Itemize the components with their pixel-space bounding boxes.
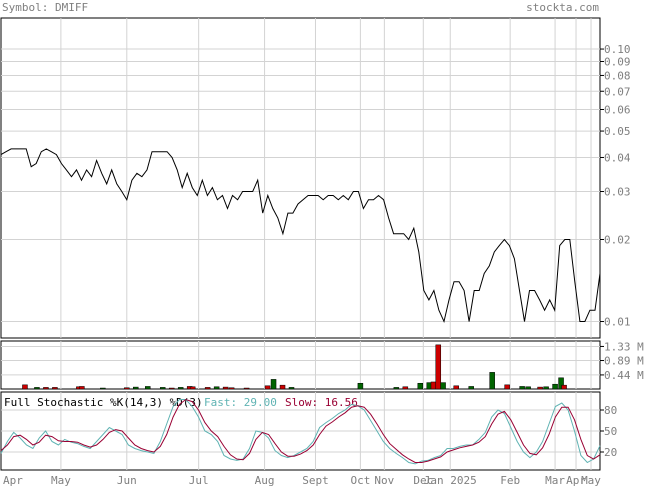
price-grid	[1, 18, 600, 338]
volume-bar	[100, 387, 106, 390]
volume-y-ticks: 1.33 M 0.89 M0.44 M	[600, 340, 644, 382]
x-tick-label: Apr	[566, 474, 586, 486]
volume-y-tick-label: 1.33 M	[604, 340, 644, 353]
x-tick-label: Apr	[3, 474, 23, 486]
price-y-tick-label: 0.06	[604, 103, 631, 116]
volume-bar	[264, 385, 271, 390]
price-y-tick-label: 0.09	[604, 56, 631, 69]
volume-y-tick-label: 0.44 M	[604, 369, 644, 382]
price-y-tick-label: 0.02	[604, 233, 631, 246]
volume-bar	[561, 384, 567, 390]
volume-bar	[133, 386, 139, 390]
price-y-tick-label: 0.03	[604, 186, 631, 199]
x-tick-label: Dec	[413, 474, 433, 486]
volume-y-tick-label: 0.89 M	[604, 355, 644, 368]
volume-bar	[525, 386, 531, 390]
volume-bar	[270, 379, 277, 390]
volume-bar	[489, 372, 495, 390]
stochastic-fast-label: Fast: 29.00	[204, 396, 277, 409]
x-tick-label: Feb	[500, 474, 520, 486]
volume-bar	[430, 381, 437, 390]
volume-bar	[159, 387, 166, 390]
x-tick-label: Mar	[545, 474, 565, 486]
x-tick-label: Jul	[189, 474, 209, 486]
price-y-tick-label: 0.04	[604, 151, 631, 164]
volume-bar	[213, 386, 220, 390]
volume-bar	[543, 386, 549, 390]
volume-bar	[402, 386, 409, 390]
price-y-tick-label: 0.08	[604, 69, 631, 82]
volume-bar	[52, 387, 58, 390]
volume-panel-frame	[0, 340, 601, 390]
stochastic-y-tick-label: 80	[604, 404, 617, 417]
stochastic-fast-line	[0, 399, 601, 465]
volume-bar	[177, 387, 184, 390]
price-y-tick-label: 0.05	[604, 125, 631, 138]
x-tick-label: May	[51, 474, 71, 486]
price-y-ticks: 0.100.090.08 0.07 0.06 0.05 0.04 0.03 0.02 0.01	[600, 43, 631, 329]
price-y-tick-label: 0.07	[604, 85, 631, 98]
x-tick-label: Jun	[117, 474, 137, 486]
stochastic-title: Full Stochastic %K(14,3) %D(3)	[4, 396, 203, 409]
x-tick-label: Jan 2025	[424, 474, 477, 486]
volume-bar	[435, 344, 442, 390]
volume-bar	[453, 385, 459, 390]
volume-bar	[440, 382, 446, 390]
price-line	[0, 148, 601, 324]
volume-bar	[22, 384, 28, 390]
volume-bar	[288, 387, 295, 390]
volume-bar	[552, 383, 558, 390]
stochastic-y-tick-label: 50	[604, 425, 617, 438]
volume-grid	[1, 341, 600, 389]
stochastic-y-tick-label: 20	[604, 446, 617, 459]
volume-bar	[243, 387, 250, 390]
volume-bar	[468, 386, 474, 390]
price-panel-frame	[0, 17, 601, 339]
volume-bars	[22, 344, 567, 390]
price-panel: 0.100.090.08 0.07 0.06 0.05 0.04 0.03 0.02 0.01	[0, 17, 631, 339]
stochastic-panel: 80 50 20 Full Stochastic %K(14,3) %D(3) Fa…	[0, 391, 617, 471]
stochastic-slow-label: Slow: 16.56	[285, 396, 358, 409]
volume-bar	[357, 382, 364, 390]
x-tick-label: Aug	[255, 474, 275, 486]
x-tick-label: Oct	[350, 474, 370, 486]
price-y-tick-label: 0.01	[604, 316, 631, 329]
volume-bar	[279, 384, 286, 390]
stochastic-slow-line	[0, 398, 601, 463]
volume-bar	[79, 386, 85, 390]
volume-bar	[145, 386, 151, 390]
volume-bar	[168, 387, 175, 390]
stochastic-y-ticks: 80 50 20	[600, 404, 617, 459]
volume-panel: 1.33 M 0.89 M0.44 M	[0, 340, 644, 390]
volume-bar	[393, 387, 400, 390]
volume-bar	[222, 386, 229, 390]
volume-bar	[189, 386, 196, 390]
price-y-tick-label: 0.10	[604, 43, 631, 56]
volume-bar	[204, 387, 211, 390]
volume-bar	[504, 384, 510, 390]
volume-bar	[537, 386, 543, 390]
volume-bar	[34, 387, 40, 390]
volume-bar	[124, 387, 130, 390]
x-tick-label: May	[581, 474, 601, 486]
volume-bar	[519, 386, 525, 390]
x-tick-label: Sept	[302, 474, 329, 486]
volume-bar	[558, 377, 564, 390]
volume-bar	[228, 387, 235, 390]
site-label: stockta.com	[526, 1, 599, 14]
x-tick-label: Nov	[374, 474, 394, 486]
volume-bar	[43, 387, 49, 390]
volume-bar	[417, 382, 424, 390]
symbol-label: Symbol: DMIFF	[2, 1, 88, 14]
